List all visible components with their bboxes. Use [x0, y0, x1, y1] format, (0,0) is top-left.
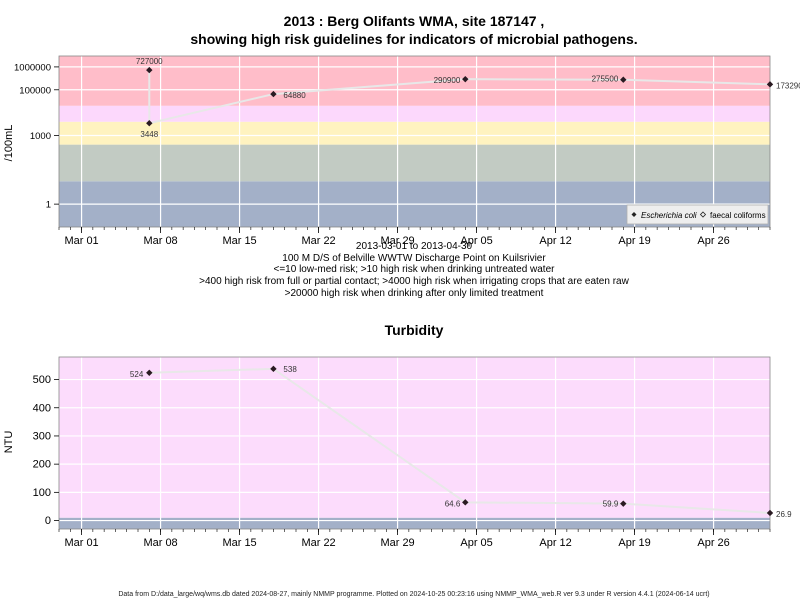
chart1-title-line2: showing high risk guidelines for indicat…	[190, 31, 637, 47]
y-tick-label: 1	[46, 200, 51, 211]
x-tick-label: Mar 15	[222, 235, 256, 247]
data-point	[146, 369, 153, 376]
data-point	[270, 90, 277, 98]
x-tick-label: Mar 22	[301, 537, 335, 549]
risk-band-1	[59, 144, 770, 182]
data-label: 64.6	[445, 499, 461, 508]
data-point	[766, 81, 774, 88]
x-tick-label: Apr 12	[539, 537, 571, 549]
data-point	[620, 500, 627, 507]
y-tick-label: 100	[33, 487, 51, 499]
y-tick-label: 1000	[30, 131, 51, 142]
chart1-title-line1: 2013 : Berg Olifants WMA, site 187147 ,	[284, 13, 545, 29]
x-tick-label: Apr 05	[460, 235, 492, 247]
x-tick-label: Mar 29	[380, 235, 414, 247]
x-tick-label: Apr 19	[618, 537, 650, 549]
data-label: 538	[283, 365, 297, 374]
y-tick-label: 200	[33, 459, 51, 471]
y-tick-label: 1000000	[14, 62, 51, 73]
legend-box	[626, 204, 769, 225]
data-point	[462, 499, 469, 506]
x-tick-label: Apr 26	[697, 235, 729, 247]
data-label: 26.9	[776, 510, 792, 519]
x-tick-label: Mar 01	[64, 235, 98, 247]
data-label: 524	[130, 370, 144, 379]
x-tick-label: Mar 29	[380, 537, 414, 549]
data-label: 59.9	[603, 500, 619, 509]
risk-band-0	[59, 517, 770, 529]
legend-faecal-marker-icon	[699, 211, 707, 218]
plot-frame	[58, 55, 771, 228]
x-tick-label: Mar 15	[222, 537, 256, 549]
data-label: 64880	[283, 91, 306, 100]
data-point	[620, 76, 627, 83]
series-line	[148, 70, 771, 125]
x-tick-label: Mar 08	[143, 537, 177, 549]
chart2-title: Turbidity	[385, 322, 444, 338]
y-tick-label: 0	[45, 515, 51, 527]
data-label: 3448	[140, 130, 158, 139]
chart1-annotation-risk3: >20000 high risk when drinking after onl…	[285, 288, 544, 299]
chart2-ylabel: NTU	[3, 431, 15, 454]
chart2-plot: Mar 01 Mar 08 Mar 15 Mar 22 Mar 29 Apr 05 Apr …	[33, 356, 792, 549]
legend-faecal-label: faecal coliforms	[710, 211, 766, 220]
footer-note: Data from D:/data_large/wq/wms.db dated …	[118, 591, 709, 598]
chart1-plot: Mar 01 Mar 08 Mar 15 Mar 22 Mar 29 Apr 05 Apr …	[14, 55, 800, 247]
data-label: 727000	[136, 57, 163, 66]
data-label: 173290	[776, 81, 800, 90]
x-tick-label: Apr 12	[539, 235, 571, 247]
chart1-annotation-risk2: >400 high risk from full or partial cont…	[199, 276, 629, 287]
data-label: 290900	[434, 76, 461, 85]
data-label: 275500	[592, 75, 619, 84]
risk-band-1	[59, 357, 770, 518]
x-tick-label: Apr 05	[460, 537, 492, 549]
chart1-annotation-risk1: <=10 low-med risk; >10 high risk when dr…	[274, 264, 556, 275]
y-tick-label: 100000	[19, 85, 51, 96]
y-tick-label: 400	[33, 402, 51, 414]
chart1-annotation-daterange: 2013-03-01 to 2013-04-30	[356, 241, 473, 252]
risk-band-2	[59, 121, 770, 145]
plot-frame	[58, 356, 771, 530]
data-point	[462, 75, 469, 83]
x-tick-label: Mar 22	[301, 235, 335, 247]
legend-ecoli-marker-icon	[631, 212, 637, 217]
data-point	[146, 66, 153, 74]
risk-band-3	[59, 105, 770, 122]
data-point	[270, 365, 277, 373]
x-tick-label: Mar 08	[143, 235, 177, 247]
chart1-annotation-site: 100 M D/S of Belville WWTW Discharge Poi…	[282, 253, 546, 264]
legend-ecoli-label: Escherichia coli	[641, 211, 697, 220]
chart1-legend: Escherichia coli faecal coliforms	[626, 204, 769, 225]
data-point	[766, 509, 774, 517]
y-tick-label: 300	[33, 430, 51, 442]
x-tick-label: Mar 01	[64, 537, 98, 549]
chart1-ylabel: /100mL	[3, 125, 15, 162]
data-point	[146, 120, 153, 127]
y-tick-label: 500	[33, 374, 51, 386]
x-tick-label: Apr 26	[697, 537, 729, 549]
x-tick-label: Apr 19	[618, 235, 650, 247]
